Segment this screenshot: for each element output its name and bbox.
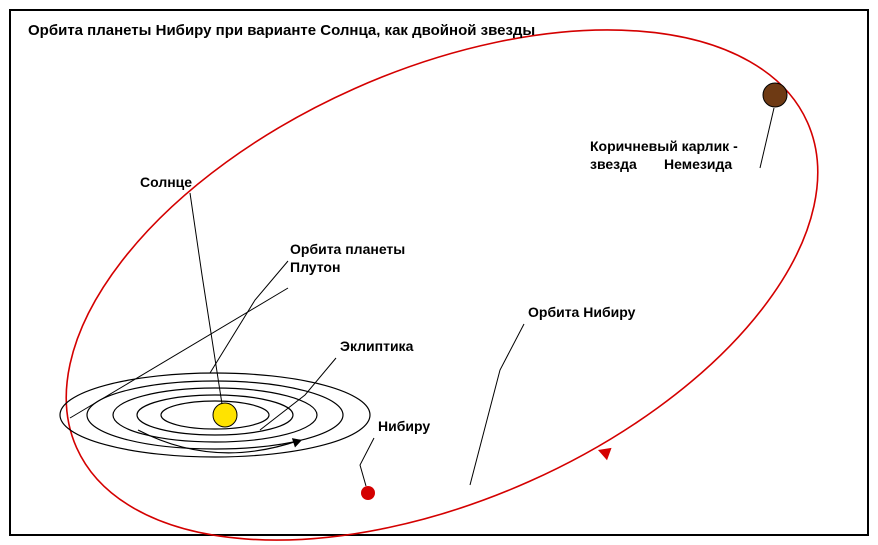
leader-line [470,324,524,485]
leader-line [760,108,774,168]
nibiru-orbit-ellipse [0,0,878,545]
label-ecliptic: Эклиптика [340,338,413,356]
label-nemesis: Коричневый карлик - звезда Немезида [590,138,738,173]
label-sun: Солнце [140,174,192,192]
leader-line [70,288,288,418]
nibiru-body-icon [361,486,375,500]
diagram-title: Орбита планеты Нибиру при варианте Солнц… [28,22,535,39]
frame-border [10,10,868,535]
diagram-frame: Орбита планеты Нибиру при варианте Солнц… [0,0,878,545]
leader-line [360,438,374,486]
label-nibiru-orbit: Орбита Нибиру [528,304,635,322]
leader-line [210,261,288,373]
diagram-svg [0,0,878,545]
arrow-head-icon [598,448,612,460]
sun-icon [213,403,237,427]
label-nibiru: Нибиру [378,418,430,436]
leader-line [260,358,336,430]
label-pluto-orbit: Орбита планеты Плутон [290,241,405,276]
nemesis-icon [763,83,787,107]
leader-line [190,193,222,404]
